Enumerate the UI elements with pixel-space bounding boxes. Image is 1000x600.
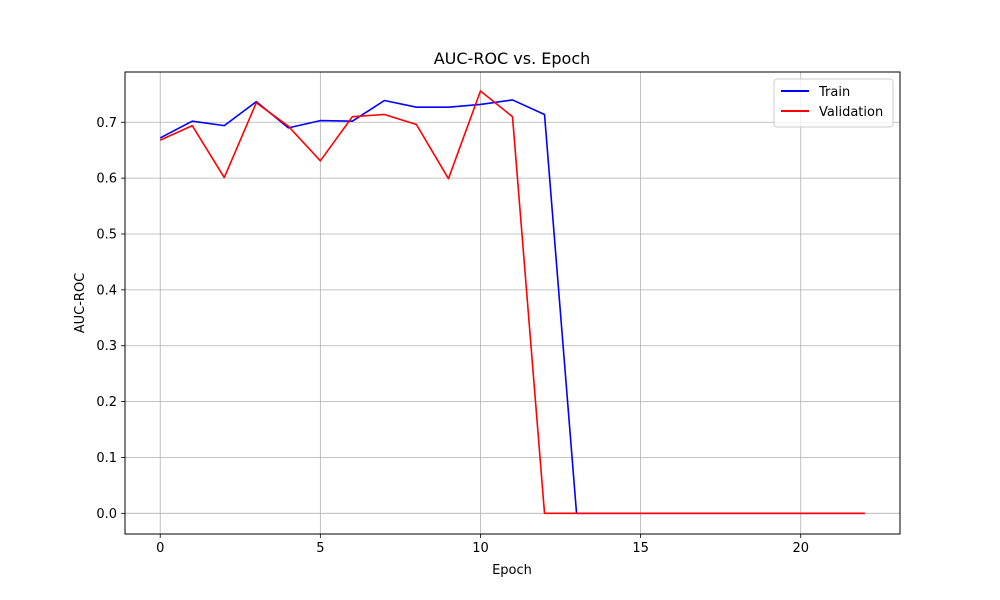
x-tick-label: 5 <box>316 541 324 556</box>
series-line-train <box>159 99 865 515</box>
x-tick-label: 15 <box>632 541 649 556</box>
series-lines <box>159 90 865 515</box>
x-tick-label: 20 <box>792 541 809 556</box>
y-tick-label: 0.3 <box>96 339 117 354</box>
x-tick-label: 10 <box>472 541 489 556</box>
x-tick-label: 0 <box>156 541 164 556</box>
x-axis-label: Epoch <box>492 563 532 578</box>
legend-label-validation: Validation <box>819 105 883 120</box>
legend: Train Validation <box>773 78 894 128</box>
y-axis-ticks: 0.0 0.1 0.2 0.3 0.4 0.5 0.6 0.7 <box>96 116 125 522</box>
y-tick-label: 0.2 <box>96 395 117 410</box>
y-tick-label: 0.7 <box>96 116 117 131</box>
y-tick-label: 0.1 <box>96 451 117 466</box>
legend-label-train: Train <box>818 85 850 100</box>
chart-title: AUC-ROC vs. Epoch <box>434 49 591 68</box>
y-tick-label: 0.4 <box>96 283 117 298</box>
y-tick-label: 0.0 <box>96 507 117 522</box>
grid <box>125 72 900 534</box>
y-tick-label: 0.5 <box>96 228 117 243</box>
plot-area <box>124 71 901 535</box>
y-tick-label: 0.6 <box>96 172 117 187</box>
y-axis-label: AUC-ROC <box>73 273 88 334</box>
series-line-validation <box>159 90 865 515</box>
x-axis-ticks: 0 5 10 15 20 <box>156 534 809 556</box>
